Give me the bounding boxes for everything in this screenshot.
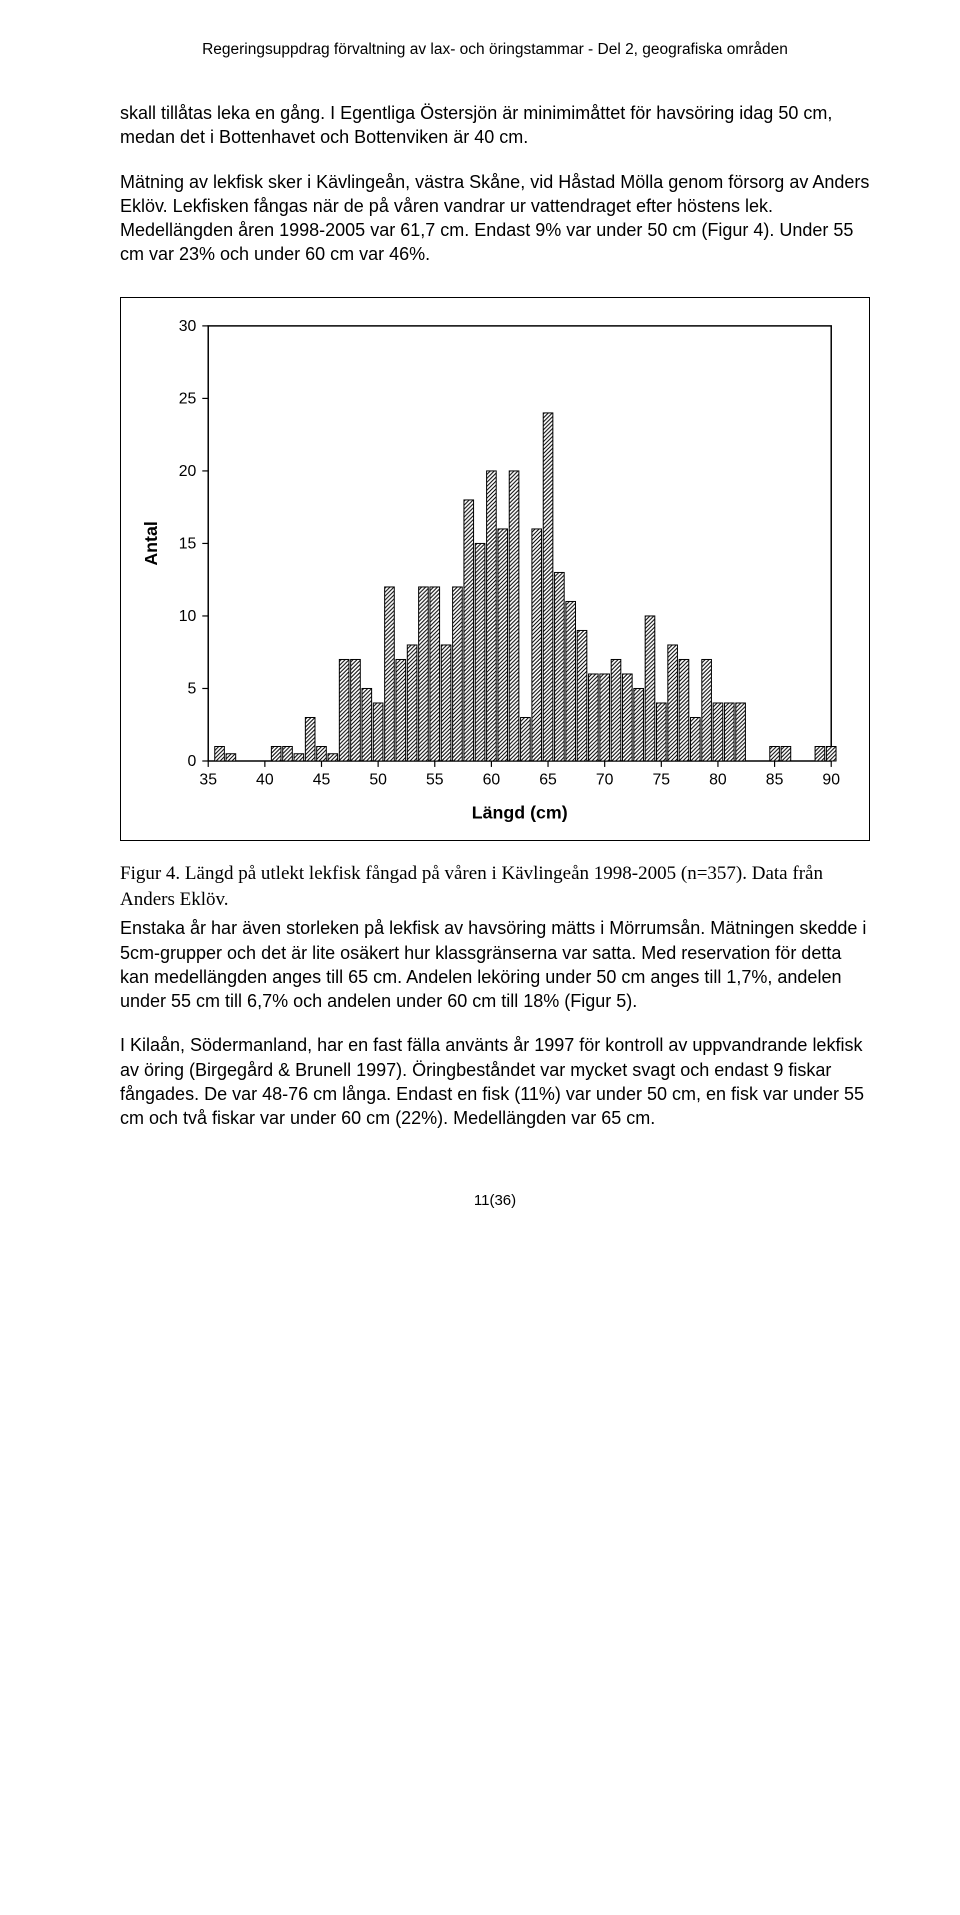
svg-text:80: 80 xyxy=(709,771,727,788)
figure-caption: Figur 4. Längd på utlekt lekfisk fångad … xyxy=(120,861,870,912)
paragraph-4: I Kilaån, Södermanland, har en fast fäll… xyxy=(120,1033,870,1130)
svg-text:55: 55 xyxy=(426,771,444,788)
svg-text:5: 5 xyxy=(188,680,197,697)
svg-text:40: 40 xyxy=(256,771,274,788)
paragraph-2: Mätning av lekfisk sker i Kävlingeån, vä… xyxy=(120,170,870,267)
svg-text:20: 20 xyxy=(179,463,197,480)
svg-text:90: 90 xyxy=(822,771,840,788)
chart-container: 0 5 10 15 20 25 30 35 40 45 50 55 60 65 70 75 80 85 90 Anta… xyxy=(120,297,870,841)
svg-text:75: 75 xyxy=(653,771,671,788)
svg-text:60: 60 xyxy=(483,771,501,788)
paragraph-1: skall tillåtas leka en gång. I Egentliga… xyxy=(120,101,870,150)
svg-text:45: 45 xyxy=(313,771,331,788)
length-histogram: 0 5 10 15 20 25 30 35 40 45 50 55 60 65 70 75 80 85 90 Anta… xyxy=(139,316,851,830)
svg-text:0: 0 xyxy=(188,753,197,770)
svg-text:10: 10 xyxy=(179,608,197,625)
svg-text:25: 25 xyxy=(179,390,197,407)
page-header: Regeringsuppdrag förvaltning av lax- och… xyxy=(120,40,870,61)
paragraph-3: Enstaka år har även storleken på lekfisk… xyxy=(120,916,870,1013)
svg-text:Längd (cm): Längd (cm) xyxy=(472,802,568,822)
svg-text:50: 50 xyxy=(369,771,387,788)
svg-text:35: 35 xyxy=(199,771,217,788)
svg-text:85: 85 xyxy=(766,771,784,788)
svg-text:15: 15 xyxy=(179,535,197,552)
svg-text:30: 30 xyxy=(179,318,197,335)
svg-text:70: 70 xyxy=(596,771,614,788)
page-number: 11(36) xyxy=(120,1191,870,1211)
svg-text:65: 65 xyxy=(539,771,557,788)
svg-text:Antal: Antal xyxy=(141,521,161,565)
